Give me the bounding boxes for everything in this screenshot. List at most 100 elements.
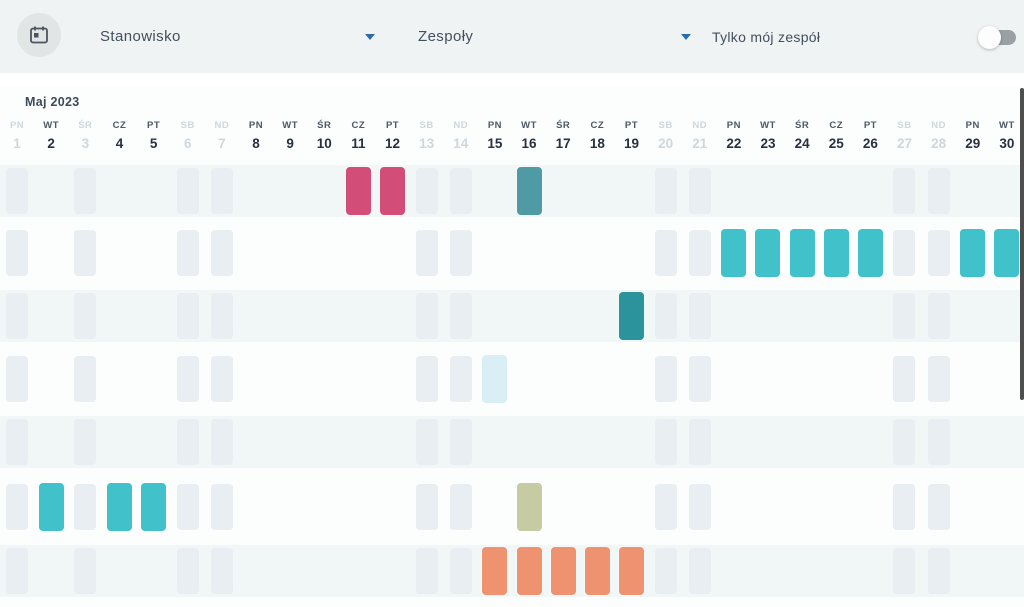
day-header-6: SB 6	[171, 120, 205, 151]
non-working-day-block	[688, 419, 711, 465]
day-header-30: WT 30	[990, 120, 1024, 151]
weekday-label: PN	[726, 120, 741, 131]
weekday-label: PN	[9, 120, 25, 131]
non-working-day-block	[927, 419, 950, 465]
leave-bar-row6-day16[interactable]	[516, 483, 542, 531]
leave-bar-row2-day24[interactable]	[789, 229, 815, 277]
leave-bar-row6-day2[interactable]	[38, 483, 64, 531]
leave-bar-row7-day15[interactable]	[482, 547, 508, 595]
day-header-10: ŚR 10	[307, 120, 341, 151]
weekday-label: CZ	[590, 120, 605, 131]
non-working-day-block	[6, 168, 28, 214]
leave-bar-row7-day17[interactable]	[550, 547, 576, 595]
schedule-row-3	[0, 290, 1024, 342]
month-label: Maj 2023	[25, 95, 80, 109]
day-header-20: SB 20	[649, 120, 683, 151]
non-working-day-block	[415, 230, 438, 276]
leave-bar-row2-day22[interactable]	[721, 229, 747, 277]
leave-bar-row2-day23[interactable]	[755, 229, 781, 277]
non-working-day-block	[176, 356, 199, 402]
day-header-11: CZ 11	[341, 120, 375, 151]
non-working-day-block	[654, 419, 677, 465]
leave-bar-row6-day4[interactable]	[106, 483, 132, 531]
non-working-day-block	[6, 548, 28, 594]
non-working-day-block	[654, 168, 677, 214]
day-header-3: ŚR 3	[68, 120, 102, 151]
day-header-28: ND 28	[922, 120, 956, 151]
teams-filter-dropdown[interactable]: Zespoły	[418, 0, 691, 73]
non-working-day-block	[74, 230, 97, 276]
only-my-team-toggle[interactable]	[978, 26, 1016, 49]
day-header-25: CZ 25	[819, 120, 853, 151]
leave-bar-row4-day15[interactable]	[482, 355, 508, 403]
weekday-label: ND	[214, 120, 230, 131]
schedule-row-7	[0, 545, 1024, 597]
leave-bar-row6-day5[interactable]	[141, 483, 167, 531]
date-label: 17	[555, 136, 571, 151]
leave-bar-row2-day29[interactable]	[960, 229, 986, 277]
date-label: 4	[115, 136, 124, 151]
non-working-day-block	[6, 484, 28, 530]
non-working-day-block	[210, 230, 233, 276]
leave-bar-row2-day26[interactable]	[857, 229, 883, 277]
date-label: 15	[487, 136, 503, 151]
non-working-day-block	[927, 168, 950, 214]
leave-bar-row7-day16[interactable]	[516, 547, 542, 595]
position-filter-dropdown[interactable]: Stanowisko	[100, 0, 375, 73]
non-working-day-block	[210, 484, 233, 530]
non-working-day-block	[654, 548, 677, 594]
day-header-14: ND 14	[444, 120, 478, 151]
weekday-label: PT	[147, 120, 161, 131]
weekday-label: CZ	[829, 120, 844, 131]
calendar-filter-button[interactable]	[17, 13, 61, 57]
schedule-row-2	[0, 227, 1024, 279]
non-working-day-block	[210, 419, 233, 465]
leave-bar-row1-day12[interactable]	[379, 167, 405, 215]
weekday-label: PT	[624, 120, 639, 131]
weekday-label: SB	[897, 120, 912, 131]
schedule-row-4	[0, 353, 1024, 405]
leave-bar-row2-day25[interactable]	[823, 229, 849, 277]
weekday-label: PT	[385, 120, 400, 131]
non-working-day-block	[176, 484, 199, 530]
non-working-day-block	[176, 419, 199, 465]
day-header-27: SB 27	[887, 120, 921, 151]
leave-bar-row7-day18[interactable]	[584, 547, 610, 595]
weekday-label: PT	[863, 120, 877, 131]
day-header-9: WT 9	[273, 120, 307, 151]
day-header-8: PN 8	[239, 120, 273, 151]
weekday-label: SB	[419, 120, 434, 131]
leave-bar-row3-day19[interactable]	[618, 292, 644, 340]
date-label: 10	[316, 136, 332, 151]
non-working-day-block	[415, 484, 438, 530]
weekday-label: ŚR	[78, 120, 93, 131]
day-header-19: PT 19	[614, 120, 648, 151]
non-working-day-block	[74, 484, 97, 530]
date-label: 30	[999, 136, 1015, 151]
non-working-day-block	[6, 230, 28, 276]
non-working-day-block	[74, 168, 97, 214]
non-working-day-block	[449, 548, 472, 594]
non-working-day-block	[74, 356, 97, 402]
non-working-day-block	[415, 168, 438, 214]
weekday-label: WT	[282, 120, 299, 131]
weekday-label: ND	[692, 120, 708, 131]
leave-bar-row7-day19[interactable]	[618, 547, 644, 595]
leave-bar-row2-day30[interactable]	[994, 229, 1020, 277]
vertical-scrollbar[interactable]	[1020, 88, 1024, 400]
date-label: 11	[351, 136, 366, 151]
date-label: 21	[692, 136, 708, 151]
weekday-label: PN	[487, 120, 503, 131]
weekday-label: SB	[658, 120, 673, 131]
non-working-day-block	[176, 230, 199, 276]
day-header-13: SB 13	[410, 120, 444, 151]
weekday-label: ND	[931, 120, 947, 131]
non-working-day-block	[449, 293, 472, 339]
leave-bar-row1-day11[interactable]	[345, 167, 371, 215]
leave-bar-row1-day16[interactable]	[516, 167, 542, 215]
day-header-15: PN 15	[478, 120, 512, 151]
weekday-label: WT	[999, 120, 1015, 131]
date-label: 3	[81, 136, 90, 151]
non-working-day-block	[176, 548, 199, 594]
date-label: 16	[521, 136, 537, 151]
